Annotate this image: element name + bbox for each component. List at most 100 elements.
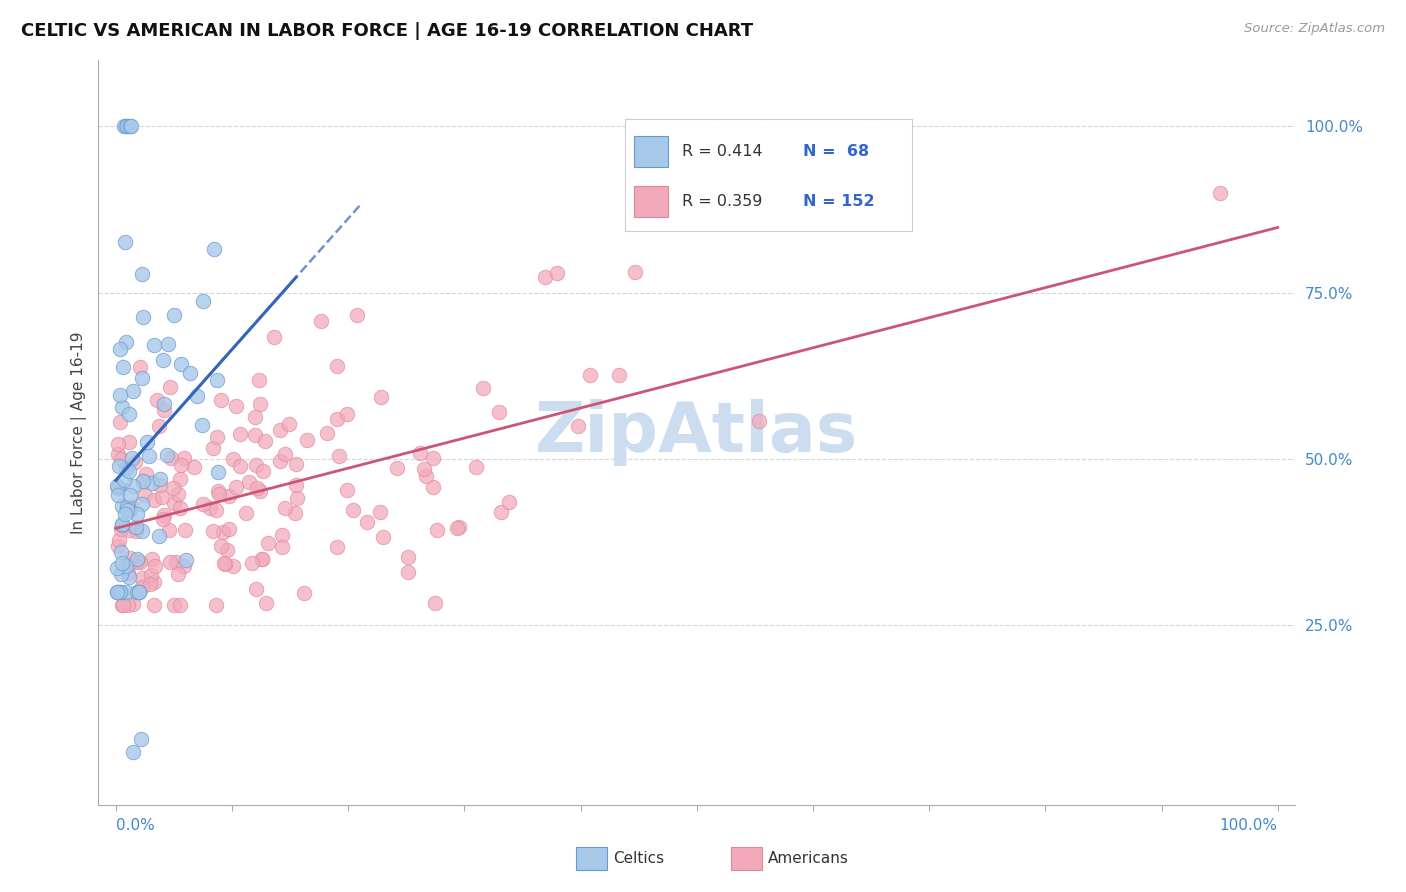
Point: [422, 480, 444, 494]
Point: [120, 488, 142, 502]
Point: [115, 500, 138, 515]
Point: [124, 520, 146, 534]
Point: [243, 410, 266, 425]
Point: [212, 556, 235, 570]
Point: [117, 464, 139, 478]
Point: [247, 373, 270, 387]
Point: [136, 434, 159, 449]
Point: [124, 455, 146, 469]
Point: [138, 449, 160, 463]
Point: [153, 508, 176, 522]
Y-axis label: In Labor Force | Age 16-19: In Labor Force | Age 16-19: [72, 331, 87, 533]
Point: [118, 551, 141, 566]
Point: [111, 517, 134, 532]
Point: [117, 119, 139, 133]
Point: [118, 557, 141, 571]
Point: [285, 458, 308, 472]
Point: [117, 599, 139, 613]
Point: [156, 448, 179, 462]
Point: [336, 483, 359, 497]
Point: [114, 585, 136, 599]
Point: [108, 585, 131, 599]
Point: [108, 342, 131, 356]
Point: [167, 487, 190, 501]
Point: [142, 492, 165, 507]
Point: [121, 384, 143, 399]
Text: ZipAtlas: ZipAtlas: [536, 399, 859, 466]
Point: [211, 524, 233, 539]
Point: [214, 557, 236, 571]
Point: [114, 334, 136, 349]
Point: [111, 401, 134, 415]
Point: [273, 447, 295, 461]
Point: [132, 310, 155, 324]
Point: [202, 242, 225, 256]
Point: [472, 381, 495, 395]
Point: [131, 267, 153, 281]
Point: [409, 446, 432, 460]
Point: [110, 522, 132, 536]
Point: [449, 520, 471, 534]
Point: [107, 539, 129, 553]
Point: [488, 405, 510, 419]
Point: [159, 555, 181, 569]
Point: [162, 481, 184, 495]
Point: [202, 442, 225, 456]
Point: [127, 551, 149, 566]
Point: [396, 565, 419, 579]
Point: [115, 559, 138, 574]
Point: [446, 520, 468, 534]
Point: [624, 265, 647, 279]
Point: [114, 235, 136, 250]
Point: [336, 407, 359, 421]
Point: [173, 559, 195, 574]
Point: [142, 574, 165, 589]
Point: [269, 423, 291, 437]
Point: [326, 359, 349, 373]
Point: [229, 458, 252, 473]
Point: [271, 540, 294, 554]
Point: [135, 467, 157, 481]
Point: [186, 389, 208, 403]
Point: [107, 488, 129, 502]
Point: [131, 580, 153, 594]
Point: [274, 501, 297, 516]
Point: [152, 352, 174, 367]
Point: [143, 599, 166, 613]
Point: [245, 582, 267, 596]
Point: [498, 495, 520, 509]
Point: [120, 500, 142, 514]
Point: [179, 367, 201, 381]
Point: [107, 459, 129, 474]
Point: [107, 585, 129, 599]
Point: [240, 556, 263, 570]
Point: [254, 434, 277, 449]
Point: [1208, 186, 1230, 200]
Point: [200, 501, 222, 516]
Point: [211, 539, 233, 553]
Point: [315, 426, 337, 441]
Point: [162, 496, 184, 510]
Point: [163, 599, 186, 613]
Point: [125, 555, 148, 569]
Point: [112, 119, 135, 133]
Point: [105, 561, 128, 575]
Point: [110, 567, 132, 582]
Point: [170, 357, 193, 371]
Point: [121, 451, 143, 466]
Point: [105, 585, 128, 599]
Point: [245, 458, 267, 472]
Text: Celtics: Celtics: [613, 852, 664, 866]
Point: [146, 393, 169, 408]
Point: [105, 585, 128, 599]
Point: [128, 585, 150, 599]
Point: [131, 524, 153, 539]
Point: [249, 397, 271, 411]
Point: [170, 458, 193, 472]
Point: [117, 566, 139, 581]
Point: [609, 368, 631, 382]
Point: [208, 487, 231, 501]
Point: [132, 475, 155, 489]
Point: [489, 505, 512, 519]
Point: [287, 491, 309, 505]
